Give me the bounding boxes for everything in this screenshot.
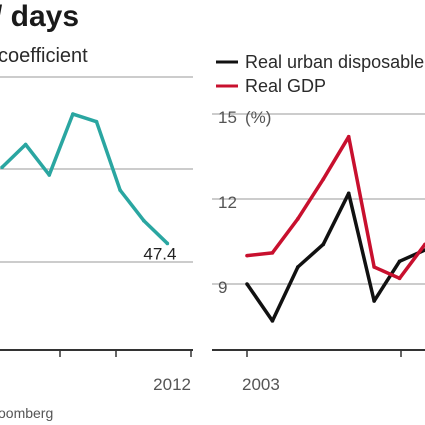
left-data-point <box>165 241 170 246</box>
right-data-point-gdp <box>296 217 300 221</box>
left-chart-labels: 47.4 2012 <box>143 244 191 394</box>
left-data-point <box>0 165 4 170</box>
right-x-tick-label: 2003 <box>242 375 280 394</box>
right-y-tick-label: 12 <box>218 193 237 212</box>
right-chart-grid <box>212 113 425 357</box>
right-data-point-gdp <box>245 253 249 258</box>
right-data-point-gdp <box>270 251 275 255</box>
right-y-tick-label: 15 <box>218 108 237 127</box>
left-data-point <box>47 173 52 177</box>
legend: Real urban disposable Real GDP <box>216 52 424 96</box>
left-x-tick-label: 2012 <box>153 375 191 394</box>
legend-label-gdp: Real GDP <box>245 76 326 96</box>
left-data-point <box>71 112 75 116</box>
right-data-point-income <box>397 259 402 264</box>
right-y-unit-label: (%) <box>245 108 271 127</box>
left-chart-subtitle: coefficient <box>0 45 88 67</box>
right-data-point-gdp <box>372 265 376 269</box>
right-data-point-income <box>296 265 300 269</box>
right-data-point-gdp <box>397 276 402 281</box>
right-data-point-income <box>372 299 376 303</box>
right-data-point-income <box>321 242 326 247</box>
right-series-line-income <box>245 191 425 323</box>
left-chart-lines <box>0 112 170 246</box>
source-note: oomberg <box>0 405 53 421</box>
left-data-point <box>118 188 122 192</box>
left-data-point <box>94 119 99 124</box>
page-title: / days <box>0 0 79 33</box>
right-y-tick-label: 9 <box>218 278 227 297</box>
right-data-point-income <box>346 191 351 196</box>
right-data-point-gdp <box>321 177 326 181</box>
right-data-point-gdp <box>346 134 351 139</box>
left-data-point <box>23 142 28 147</box>
left-chart-grid <box>0 76 193 357</box>
left-data-point <box>141 218 146 223</box>
right-series-line-gdp <box>246 134 425 281</box>
left-data-label: 47.4 <box>143 244 176 263</box>
right-data-point-income <box>270 319 275 323</box>
right-chart-lines <box>245 134 425 323</box>
right-chart-labels: 9 12 15 (%) 2003 <box>218 108 280 394</box>
left-chart-panel: coefficient 47.4 2012 <box>0 45 193 394</box>
legend-label-income: Real urban disposable <box>245 52 424 72</box>
right-data-point-income <box>245 282 249 286</box>
right-chart-panel: Real urban disposable Real GDP 9 12 15 (%) 2… <box>212 52 425 394</box>
left-series-line <box>0 112 169 245</box>
